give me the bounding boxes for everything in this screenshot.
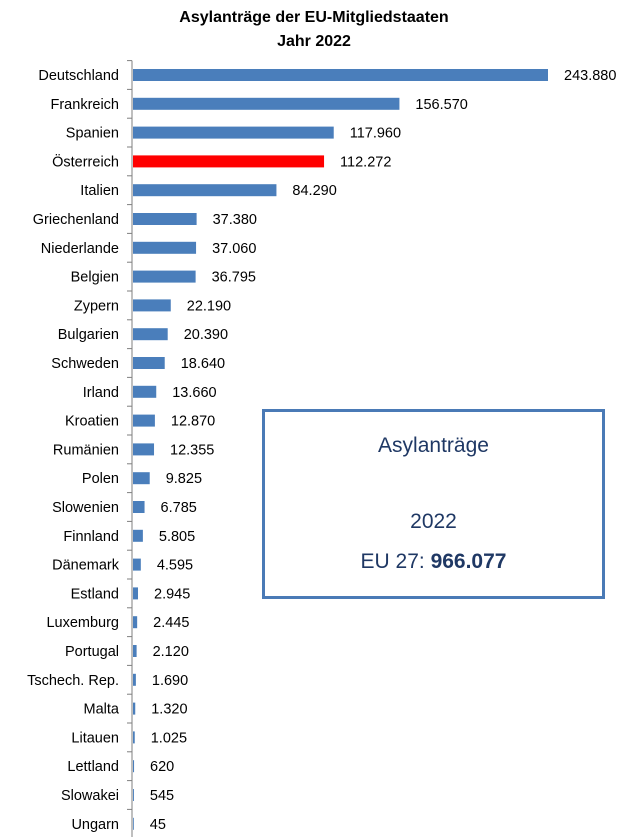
category-label: Deutschland bbox=[38, 68, 119, 84]
data-label: 1.690 bbox=[152, 673, 188, 689]
bar bbox=[133, 126, 334, 139]
data-label: 12.355 bbox=[170, 442, 214, 458]
bar bbox=[133, 789, 134, 801]
bar bbox=[133, 443, 155, 456]
summary-box: Asylanträge 2022 EU 27: 966.077 bbox=[262, 409, 605, 599]
category-label: Polen bbox=[82, 471, 119, 487]
bar bbox=[133, 213, 197, 225]
category-label: Belgien bbox=[71, 270, 119, 286]
category-label: Ungarn bbox=[71, 817, 119, 833]
data-label: 36.795 bbox=[212, 270, 256, 286]
data-label: 5.805 bbox=[159, 529, 195, 545]
category-label: Kroatien bbox=[65, 414, 119, 430]
summary-box-total-value: 966.077 bbox=[430, 550, 507, 573]
bar bbox=[133, 328, 168, 341]
category-label: Zypern bbox=[74, 298, 119, 314]
bar bbox=[133, 299, 171, 312]
data-label: 2.120 bbox=[153, 644, 189, 660]
bar bbox=[133, 501, 145, 513]
category-label: Niederlande bbox=[41, 241, 119, 257]
bar bbox=[133, 616, 138, 629]
data-label: 4.595 bbox=[157, 558, 193, 574]
data-label: 13.660 bbox=[172, 385, 216, 401]
summary-box-total: EU 27: 966.077 bbox=[265, 550, 602, 574]
bar bbox=[133, 702, 136, 715]
data-label: 9.825 bbox=[166, 471, 202, 487]
category-label: Tschech. Rep. bbox=[27, 673, 119, 689]
data-label: 37.060 bbox=[212, 241, 256, 257]
category-label: Lettland bbox=[67, 759, 119, 775]
chart-subtitle: Jahr 2022 bbox=[277, 33, 351, 50]
category-label: Finnland bbox=[63, 529, 119, 545]
category-label: Slowakei bbox=[61, 788, 119, 804]
bar bbox=[133, 97, 400, 110]
category-label: Schweden bbox=[51, 356, 119, 372]
category-label: Dänemark bbox=[52, 558, 120, 574]
category-label: Slowenien bbox=[52, 500, 119, 516]
category-label: Spanien bbox=[66, 126, 119, 142]
bar bbox=[133, 472, 150, 485]
data-label: 45 bbox=[150, 817, 166, 833]
data-label: 112.272 bbox=[340, 154, 391, 170]
bar bbox=[133, 673, 136, 686]
category-label: Bulgarien bbox=[58, 327, 119, 343]
bar bbox=[133, 558, 141, 571]
data-label: 12.870 bbox=[171, 414, 215, 430]
category-label: Frankreich bbox=[51, 97, 120, 113]
category-label: Estland bbox=[71, 586, 119, 602]
data-label: 117.960 bbox=[350, 126, 401, 142]
category-label: Österreich bbox=[52, 152, 119, 170]
data-label: 243.880 bbox=[564, 68, 616, 84]
bar bbox=[133, 270, 196, 283]
bar bbox=[133, 241, 197, 254]
bar bbox=[133, 817, 134, 830]
data-label: 18.640 bbox=[181, 356, 225, 372]
summary-box-heading: Asylanträge bbox=[378, 434, 489, 457]
category-label: Luxemburg bbox=[46, 615, 119, 631]
data-label: 2.445 bbox=[153, 615, 189, 631]
data-label: 620 bbox=[150, 759, 174, 775]
bar bbox=[133, 760, 135, 773]
bar bbox=[133, 69, 548, 81]
data-label: 2.945 bbox=[154, 586, 190, 602]
data-label: 84.290 bbox=[292, 183, 336, 199]
data-label: 545 bbox=[150, 788, 174, 804]
category-label: Portugal bbox=[65, 644, 119, 660]
data-label: 22.190 bbox=[187, 298, 231, 314]
bar bbox=[133, 357, 165, 369]
summary-box-total-prefix: EU 27: bbox=[360, 550, 431, 573]
bar bbox=[133, 645, 137, 657]
category-label: Litauen bbox=[71, 730, 119, 746]
category-label: Griechenland bbox=[33, 212, 119, 228]
bar bbox=[133, 385, 157, 398]
category-label: Malta bbox=[84, 702, 120, 718]
bar bbox=[133, 587, 139, 600]
chart-title: Asylanträge der EU-Mitgliedstaaten bbox=[179, 9, 449, 26]
data-label: 37.380 bbox=[213, 212, 257, 228]
category-label: Rumänien bbox=[53, 442, 119, 458]
bar bbox=[133, 414, 155, 427]
data-label: 1.025 bbox=[151, 730, 187, 746]
bar bbox=[133, 155, 325, 168]
bar bbox=[133, 731, 135, 744]
summary-box-year: 2022 bbox=[410, 510, 457, 533]
data-label: 156.570 bbox=[415, 97, 467, 113]
data-label: 1.320 bbox=[151, 702, 187, 718]
bar bbox=[133, 184, 277, 197]
data-label: 6.785 bbox=[161, 500, 197, 516]
data-label: 20.390 bbox=[184, 327, 228, 343]
category-label: Italien bbox=[80, 183, 119, 199]
category-label: Irland bbox=[83, 385, 119, 401]
bar bbox=[133, 529, 143, 542]
